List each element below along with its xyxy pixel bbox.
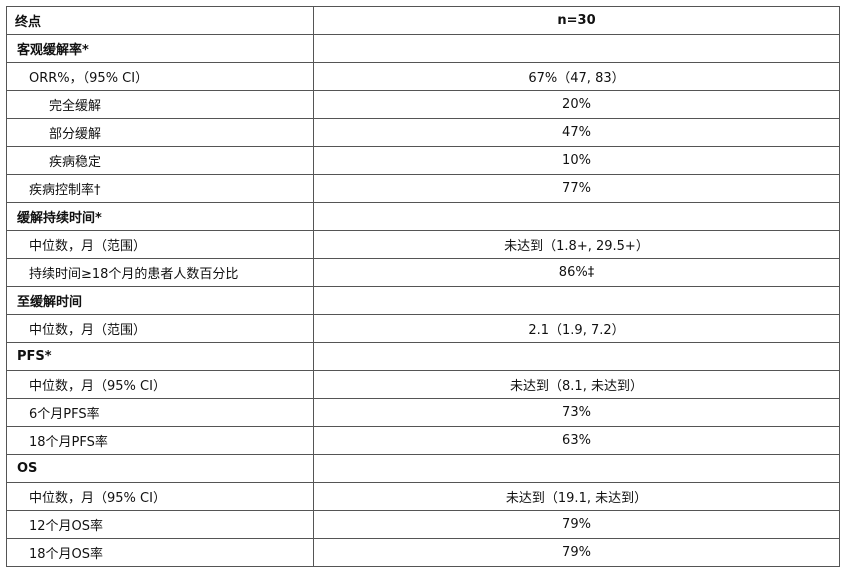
table-row: 18个月OS率 79% [6, 538, 840, 567]
row-value-cell: 未达到（1.8+, 29.5+） [313, 230, 840, 259]
section-value-cell [313, 342, 840, 371]
section-row: 缓解持续时间* [6, 202, 840, 231]
section-label-cell: OS [6, 454, 314, 483]
row-label-cell: 中位数，月（范围） [6, 314, 314, 343]
section-row: PFS* [6, 342, 840, 371]
row-label-cell: 中位数，月（范围） [6, 230, 314, 259]
row-value-cell: 63% [313, 426, 840, 455]
section-value-cell [313, 34, 840, 63]
section-label-cell: 客观缓解率* [6, 34, 314, 63]
row-value-cell: 67%（47, 83） [313, 62, 840, 91]
row-label-cell: 6个月PFS率 [6, 398, 314, 427]
table-row: 6个月PFS率 73% [6, 398, 840, 427]
section-row: 至缓解时间 [6, 286, 840, 315]
section-row: 客观缓解率* [6, 34, 840, 63]
row-value-cell: 86%‡ [313, 258, 840, 287]
row-value-cell: 未达到（8.1, 未达到） [313, 370, 840, 399]
row-label-cell: 12个月OS率 [6, 510, 314, 539]
row-label-cell: 疾病稳定 [6, 146, 314, 175]
section-value-cell [313, 454, 840, 483]
row-value-cell: 73% [313, 398, 840, 427]
table-row: ORR%，（95% CI） 67%（47, 83） [6, 62, 840, 91]
table-row: 疾病稳定 10% [6, 146, 840, 175]
row-label-cell: ORR%，（95% CI） [6, 62, 314, 91]
section-value-cell [313, 286, 840, 315]
table-row: 中位数，月（范围） 2.1（1.9, 7.2） [6, 314, 840, 343]
table-row: 中位数，月（范围） 未达到（1.8+, 29.5+） [6, 230, 840, 259]
row-value-cell: 79% [313, 510, 840, 539]
table-row: 18个月PFS率 63% [6, 426, 840, 455]
header-label-cell: 终点 [6, 6, 314, 35]
row-label-cell: 疾病控制率† [6, 174, 314, 203]
row-value-cell: 20% [313, 90, 840, 119]
row-value-cell: 10% [313, 146, 840, 175]
table-row: 疾病控制率† 77% [6, 174, 840, 203]
row-label-cell: 中位数，月（95% CI） [6, 482, 314, 511]
row-label-cell: 完全缓解 [6, 90, 314, 119]
table-row: 中位数，月（95% CI） 未达到（19.1, 未达到） [6, 482, 840, 511]
row-label-cell: 18个月PFS率 [6, 426, 314, 455]
row-label-cell: 持续时间≥18个月的患者人数百分比 [6, 258, 314, 287]
header-value-cell: n=30 [313, 6, 840, 35]
row-value-cell: 77% [313, 174, 840, 203]
row-label-cell: 部分缓解 [6, 118, 314, 147]
results-table: 终点 n=30 客观缓解率* ORR%，（95% CI） 67%（47, 83） 完全… [6, 6, 840, 567]
table-row: 中位数，月（95% CI） 未达到（8.1, 未达到） [6, 370, 840, 399]
section-value-cell [313, 202, 840, 231]
row-label-cell: 18个月OS率 [6, 538, 314, 567]
section-label-cell: 缓解持续时间* [6, 202, 314, 231]
section-row: OS [6, 454, 840, 483]
section-label-cell: 至缓解时间 [6, 286, 314, 315]
section-label-cell: PFS* [6, 342, 314, 371]
table-row: 12个月OS率 79% [6, 510, 840, 539]
row-label-cell: 中位数，月（95% CI） [6, 370, 314, 399]
table-body: 终点 n=30 客观缓解率* ORR%，（95% CI） 67%（47, 83） 完全… [6, 6, 840, 567]
table-row: 部分缓解 47% [6, 118, 840, 147]
row-value-cell: 79% [313, 538, 840, 567]
header-row: 终点 n=30 [6, 6, 840, 35]
row-value-cell: 未达到（19.1, 未达到） [313, 482, 840, 511]
row-value-cell: 47% [313, 118, 840, 147]
table-row: 持续时间≥18个月的患者人数百分比 86%‡ [6, 258, 840, 287]
row-value-cell: 2.1（1.9, 7.2） [313, 314, 840, 343]
table-row: 完全缓解 20% [6, 90, 840, 119]
